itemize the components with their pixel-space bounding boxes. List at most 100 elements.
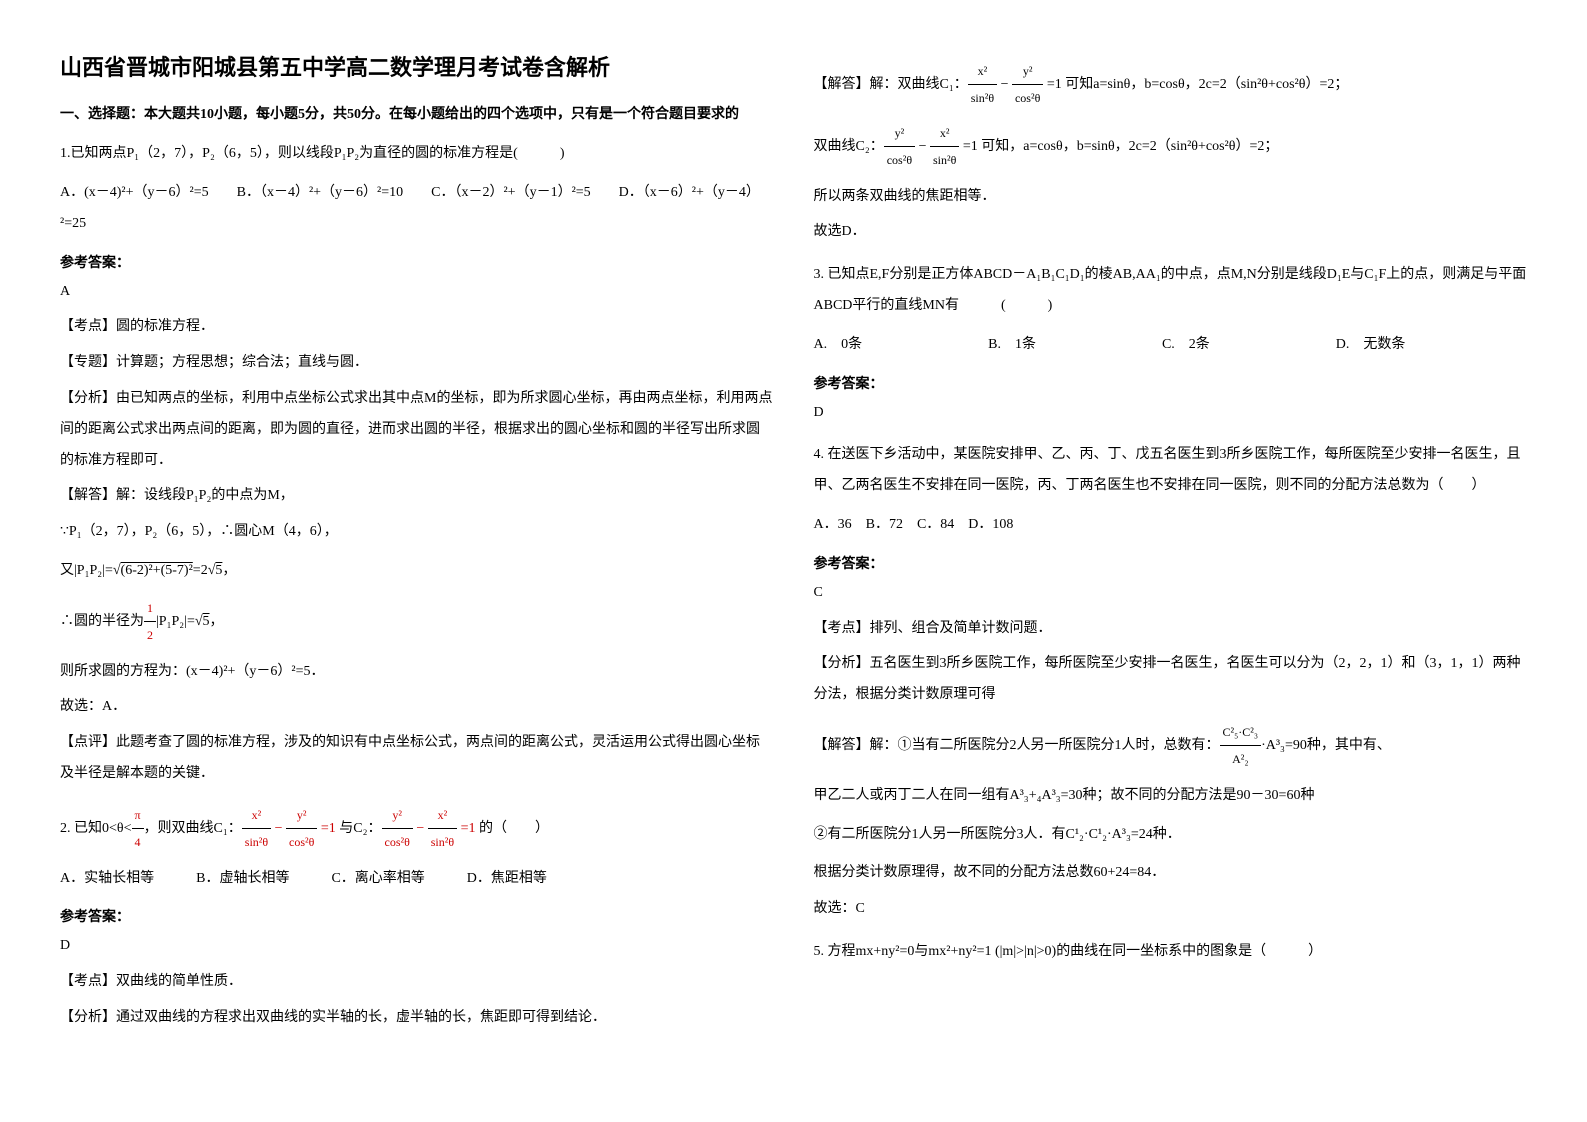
frac-den: sin²θ [242,829,271,855]
q4-stem: 4. 在送医下乡活动中，某医院安排甲、乙、丙、丁、戊五名医生到3所乡医院工作，每… [814,440,1528,502]
q4-jieda-3: ②有二所医院分1人另一所医院分3人．有C¹₂·C¹₂·A³₃=24种． [814,820,1528,851]
q1-jieda2-prefix: 又|P₁P₂|= [60,563,113,578]
q4-kaodian: 【考点】排列、组合及简单计数问题． [814,614,1528,645]
q1-answer: A [60,277,774,308]
q2-eq1-t1: x²sin²θ [242,802,271,856]
q1-jieda3-sqrt: 5 [203,614,210,629]
q1-fenxi: 【分析】由已知两点的坐标，利用中点坐标公式求出其中点M的坐标，即为所求圆心坐标，… [60,384,774,476]
q1-jieda-label: 【解答】解：设线段P₁P₂的中点为M， [60,481,774,512]
q5-mid: 与 [914,944,928,959]
q4-jieda-suffix1: =90种，其中有、 [1285,738,1391,753]
q2-options: A．实轴长相等 B．虚轴长相等 C．离心率相等 D．焦距相等 [60,864,774,895]
q2r-jieda-mid2: 可知，a=cosθ，b=sinθ，2c=2（sin²θ+cos²θ）=2； [981,139,1278,154]
q2r-jieda-mid1: 可知a=sinθ，b=cosθ，2c=2（sin²θ+cos²θ）=2； [1065,77,1348,92]
q2r-jieda-3: 所以两条双曲线的焦距相等． [814,182,1528,213]
q5-eq1: mx+ny²=0 [856,944,915,959]
q1-jieda-5: 故选：A． [60,692,774,723]
question-3: 3. 已知点E,F分别是正方体ABCD－A₁B₁C₁D₁的棱AB,AA₁的中点，… [814,260,1528,360]
q2-stem-mid2: 与C₂： [336,821,382,836]
q2-jieda-1: 【解答】解：双曲线C₁：x²sin²θ − y²cos²θ =1 可知a=sin… [814,58,1528,112]
q2-eq1-t2: y²cos²θ [286,802,317,856]
q2r-jieda-prefix2: 双曲线C₂： [814,139,884,154]
left-column: 山西省晋城市阳城县第五中学高二数学理月考试卷含解析 一、选择题：本大题共10小题… [40,50,794,1072]
q2-eq2-t2: x²sin²θ [428,802,457,856]
q2-fenxi: 【分析】通过双曲线的方程求出双曲线的实半轴的长，虚半轴的长，焦距即可得到结论． [60,1003,774,1034]
q1-kaodian: 【考点】圆的标准方程． [60,312,774,343]
q1-jieda3-prefix: ∴圆的半径为 [60,614,144,629]
frac-den: cos²θ [382,829,413,855]
frac-num: x² [930,120,959,147]
frac-num: C²₅·C²₃ [1220,719,1262,746]
q4-jieda2-prefix: 甲乙二人或丙丁二人在同一组有 [814,788,1010,803]
frac-num: y² [382,802,413,829]
q3-answer: D [814,398,1528,429]
q4-jieda-5: 故选：C [814,894,1528,925]
question-2: 2. 已知0<θ<π4，则双曲线C₁：x²sin²θ − y²cos²θ =1 … [60,802,774,895]
q1-jieda-2: 又|P₁P₂|=√(6-2)²+(5-7)²=2√5， [60,556,774,587]
q1-jieda-1: ∵P₁（2，7），P₂（6，5），∴圆心M（4，6）， [60,517,774,548]
frac-num: x² [428,802,457,829]
minus-icon: − [271,821,286,836]
minus-icon: − [915,139,930,154]
q2-answer: D [60,931,774,962]
exam-title: 山西省晋城市阳城县第五中学高二数学理月考试卷含解析 [60,50,774,82]
frac-den: cos²θ [286,829,317,855]
frac-den: sin²θ [428,829,457,855]
q2-stem: 2. 已知0<θ<π4，则双曲线C₁：x²sin²θ − y²cos²θ =1 … [60,802,774,856]
q1-jieda2-end: ， [222,563,236,578]
frac-num: 1 [144,595,156,622]
frac-num: y² [286,802,317,829]
q1-options: A．(x－4)²+（y－6）²=5 B．（x－4）²+（y－6）²=10 C．（… [60,178,774,240]
q4-jieda3-prefix: ②有二所医院分1人另一所医院分3人．有 [814,827,1066,842]
q3-stem: 3. 已知点E,F分别是正方体ABCD－A₁B₁C₁D₁的棱AB,AA₁的中点，… [814,260,1528,322]
q2r-eq1-t2: y²cos²θ [1012,58,1043,112]
frac-den: cos²θ [884,147,915,173]
q4-answer-label: 参考答案： [814,553,1528,573]
q4-jieda-prefix: 【解答】解：①当有二所医院分2人另一所医院分1人时，总数有： [814,738,1220,753]
q3-options: A. 0条 B. 1条 C. 2条 D. 无数条 [814,330,1528,361]
q2r-jieda-prefix: 【解答】解：双曲线C₁： [814,77,968,92]
q4-jieda-2: 甲乙二人或丙丁二人在同一组有A³₃+₄A³₃=30种；故不同的分配方法是90－3… [814,781,1528,812]
q1-jieda3-mid: |P₁P₂|= [156,614,195,629]
frac-den: 4 [132,829,144,855]
frac-den: A²₂ [1220,746,1262,772]
q2-jieda-2: 双曲线C₂：y²cos²θ − x²sin²θ =1 可知，a=cosθ，b=s… [814,120,1528,174]
q1-jieda-3: ∴圆的半径为12|P₁P₂|=√5， [60,595,774,649]
frac-num: x² [968,58,997,85]
question-1: 1.已知两点P₁（2，7），P₂（6，5），则以线段P₁P₂为直径的圆的标准方程… [60,139,774,239]
q4-formula1: C²₅·C²₃A²₂ [1220,719,1262,773]
q4-jieda2-formula: A³₃+₄A³₃ [1010,788,1061,803]
eq1-text: =1 [457,821,475,836]
q2r-eq1-t1: x²sin²θ [968,58,997,112]
q1-zhuanti: 【专题】计算题；方程思想；综合法；直线与圆． [60,348,774,379]
eq1-text: =1 [1043,77,1065,92]
q2-eq2-t1: y²cos²θ [382,802,413,856]
question-4: 4. 在送医下乡活动中，某医院安排甲、乙、丙、丁、戊五名医生到3所乡医院工作，每… [814,440,1528,540]
q5-stem-prefix: 5. 方程 [814,944,856,959]
frac-num: π [132,802,144,829]
q1-jieda2-suffix: =2 [193,563,208,578]
q2-stem-end: 的（ ） [476,821,550,836]
q1-dianping: 【点评】此题考查了圆的标准方程，涉及的知识有中点坐标公式，两点间的距离公式，灵活… [60,728,774,790]
section-1-header: 一、选择题：本大题共10小题，每小题5分，共50分。在每小题给出的四个选项中，只… [60,102,774,127]
q5-eq2: mx²+ny²=1 (|m|>|n|>0) [928,944,1056,959]
question-5: 5. 方程mx+ny²=0与mx²+ny²=1 (|m|>|n|>0)的曲线在同… [814,937,1528,968]
q1-jieda-4: 则所求圆的方程为：(x－4)²+（y－6）²=5． [60,657,774,688]
q3-answer-label: 参考答案： [814,373,1528,393]
q1-answer-label: 参考答案： [60,252,774,272]
frac-num: y² [884,120,915,147]
q4-fenxi: 【分析】五名医生到3所乡医院工作，每所医院至少安排一名医生，名医生可以分为（2，… [814,649,1528,711]
q4-jieda3-suffix: =24种． [1131,827,1181,842]
q1-jieda3-frac: 12 [144,595,156,649]
q2r-jieda-4: 故选D． [814,217,1528,248]
q1-jieda3-radical: √ [195,614,203,629]
q4-jieda-1: 【解答】解：①当有二所医院分2人另一所医院分1人时，总数有：C²₅·C²₃A²₂… [814,719,1528,773]
q4-jieda2-suffix: =30种；故不同的分配方法是90－30=60种 [1061,788,1315,803]
frac-den: sin²θ [968,85,997,111]
frac-den: cos²θ [1012,85,1043,111]
eq1-text: =1 [317,821,335,836]
q1-jieda2-radical: √ [113,563,121,578]
q4-jieda3-formula: C¹₂·C¹₂·A³₃ [1066,827,1131,842]
q4-answer: C [814,578,1528,609]
q2-stem-prefix: 2. 已知0<θ< [60,821,132,836]
